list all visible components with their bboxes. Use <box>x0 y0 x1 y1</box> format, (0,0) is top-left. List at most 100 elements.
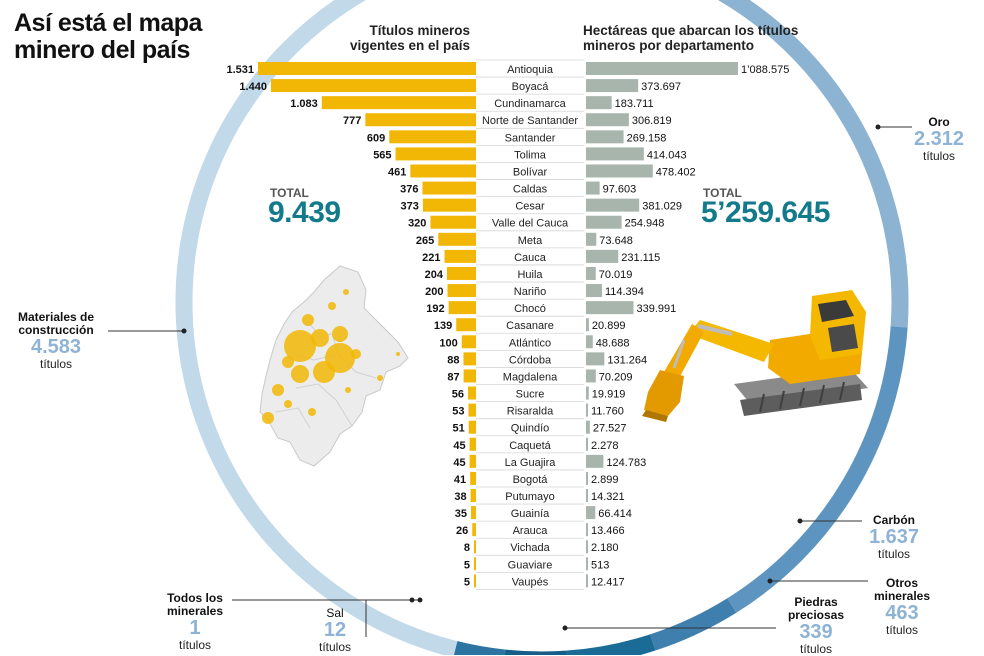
titles-value-label: 265 <box>416 235 434 247</box>
mineral-name: Oro <box>928 115 950 129</box>
department-label: Vaupés <box>512 576 549 588</box>
titles-bar <box>456 318 476 332</box>
hectares-bar <box>586 489 588 502</box>
hectares-value-label: 306.819 <box>632 115 672 127</box>
titles-value-label: 192 <box>426 303 444 315</box>
mineral-name: Otros minerales <box>873 576 931 603</box>
titles-value-label: 565 <box>373 149 391 161</box>
leader-line-piedras <box>562 625 776 631</box>
hectares-value-label: 73.648 <box>599 235 633 247</box>
hectares-bar <box>586 574 588 588</box>
mineral-name: Piedras preciosas <box>787 595 845 622</box>
hectares-bar <box>586 249 619 263</box>
hectares-bar <box>586 198 640 212</box>
chart-row: 100 Atlántico 48.688 <box>439 335 629 351</box>
hectares-bar <box>586 301 634 315</box>
department-label: Norte de Santander <box>482 115 578 127</box>
titles-bar <box>474 574 476 588</box>
hectares-column-header: Hectáreas que abarcan los títulos minero… <box>583 23 799 53</box>
titles-bar <box>389 130 476 144</box>
hectares-bar <box>586 96 612 110</box>
titles-bar <box>444 249 476 263</box>
titles-value-label: 8 <box>464 542 470 554</box>
titles-bar <box>270 79 476 93</box>
chart-row: 8 Vichada 2.180 <box>464 540 619 556</box>
titles-bar <box>422 181 476 195</box>
mineral-unit: títulos <box>885 623 918 637</box>
titles-value-label: 1.531 <box>226 64 254 76</box>
hectares-bar <box>586 215 622 229</box>
department-label: Valle del Cauca <box>492 218 569 230</box>
titles-value-label: 376 <box>400 184 418 196</box>
hectares-value-label: 12.417 <box>591 576 625 588</box>
hectares-value-label: 2.278 <box>591 440 619 452</box>
hectares-value-label: 66.414 <box>598 508 632 520</box>
mineral-unit: títulos <box>178 638 211 652</box>
hectares-value-label: 373.697 <box>641 81 681 93</box>
department-label: Cundinamarca <box>494 98 566 110</box>
titles-value-label: 26 <box>456 525 468 537</box>
hectares-bar <box>586 232 597 246</box>
hectares-bar <box>586 181 600 195</box>
department-label: Cauca <box>514 252 547 264</box>
department-label: Chocó <box>514 303 546 315</box>
hectares-bar <box>586 403 588 417</box>
hectares-bar <box>586 130 624 144</box>
mineral-materiales: Materiales de construcción 4.583 títulos <box>8 311 104 371</box>
mineral-value: 1.637 <box>868 526 920 548</box>
page-title: Así está el mapa minero del país <box>14 9 202 64</box>
department-label: Boyacá <box>512 81 550 93</box>
colombia-map-icon <box>259 265 409 467</box>
titles-bar <box>430 215 476 229</box>
mineral-otros: Otros minerales 463 títulos <box>868 577 936 637</box>
hectares-bar <box>586 284 602 298</box>
department-label: Guaviare <box>508 559 553 571</box>
titles-value-label: 609 <box>367 132 385 144</box>
hectares-bar <box>586 113 629 127</box>
hectares-bar <box>586 420 590 434</box>
chart-row: 461 Bolívar 478.402 <box>388 164 696 180</box>
chart-row: 376 Caldas 97.603 <box>400 181 637 198</box>
titles-value-label: 5 <box>464 559 470 571</box>
hectares-bar <box>586 164 653 178</box>
department-label: Sucre <box>516 389 545 401</box>
hectares-bar <box>586 386 589 400</box>
titles-value-label: 51 <box>452 423 464 435</box>
total-hectares-label: TOTAL <box>703 186 742 200</box>
ring-segment-oro <box>717 0 909 328</box>
department-label: Risaralda <box>507 406 554 418</box>
titles-bar <box>438 232 476 246</box>
department-label: Antioquia <box>507 64 554 76</box>
chart-row: 87 Magdalena 70.209 <box>447 369 632 385</box>
hectares-bar <box>586 437 588 451</box>
chart-row: 565 Tolima 414.043 <box>373 147 687 163</box>
department-label: Vichada <box>510 542 550 554</box>
department-label: Cesar <box>515 201 545 213</box>
ring-segment-piedras <box>566 634 656 655</box>
hectares-value-label: 97.603 <box>603 184 637 196</box>
titles-bar <box>446 266 476 280</box>
hectares-bar <box>586 506 596 520</box>
hectares-bar <box>586 79 639 93</box>
titles-value-label: 87 <box>447 371 459 383</box>
department-label: Bogotá <box>513 474 549 486</box>
hectares-value-label: 339.991 <box>636 303 676 315</box>
leader-line-oro <box>875 124 912 130</box>
hectares-value-label: 2.899 <box>591 474 619 486</box>
leader-line-otros <box>767 578 868 584</box>
chart-row: 5 Guaviare 513 <box>464 557 609 573</box>
hectares-value-label: 14.321 <box>591 491 625 503</box>
hectares-value-label: 183.711 <box>615 98 654 110</box>
hectares-value-label: 513 <box>591 559 609 571</box>
titles-bar <box>470 489 476 502</box>
chart-row: 204 Huila 70.019 <box>425 266 632 283</box>
department-label: La Guajira <box>505 457 557 469</box>
hectares-bar <box>586 352 605 366</box>
hectares-bar <box>586 540 588 554</box>
titles-bar <box>447 284 476 298</box>
titles-bar <box>461 335 476 349</box>
titles-value-label: 56 <box>452 389 464 401</box>
hectares-value-label: 19.919 <box>592 389 626 401</box>
